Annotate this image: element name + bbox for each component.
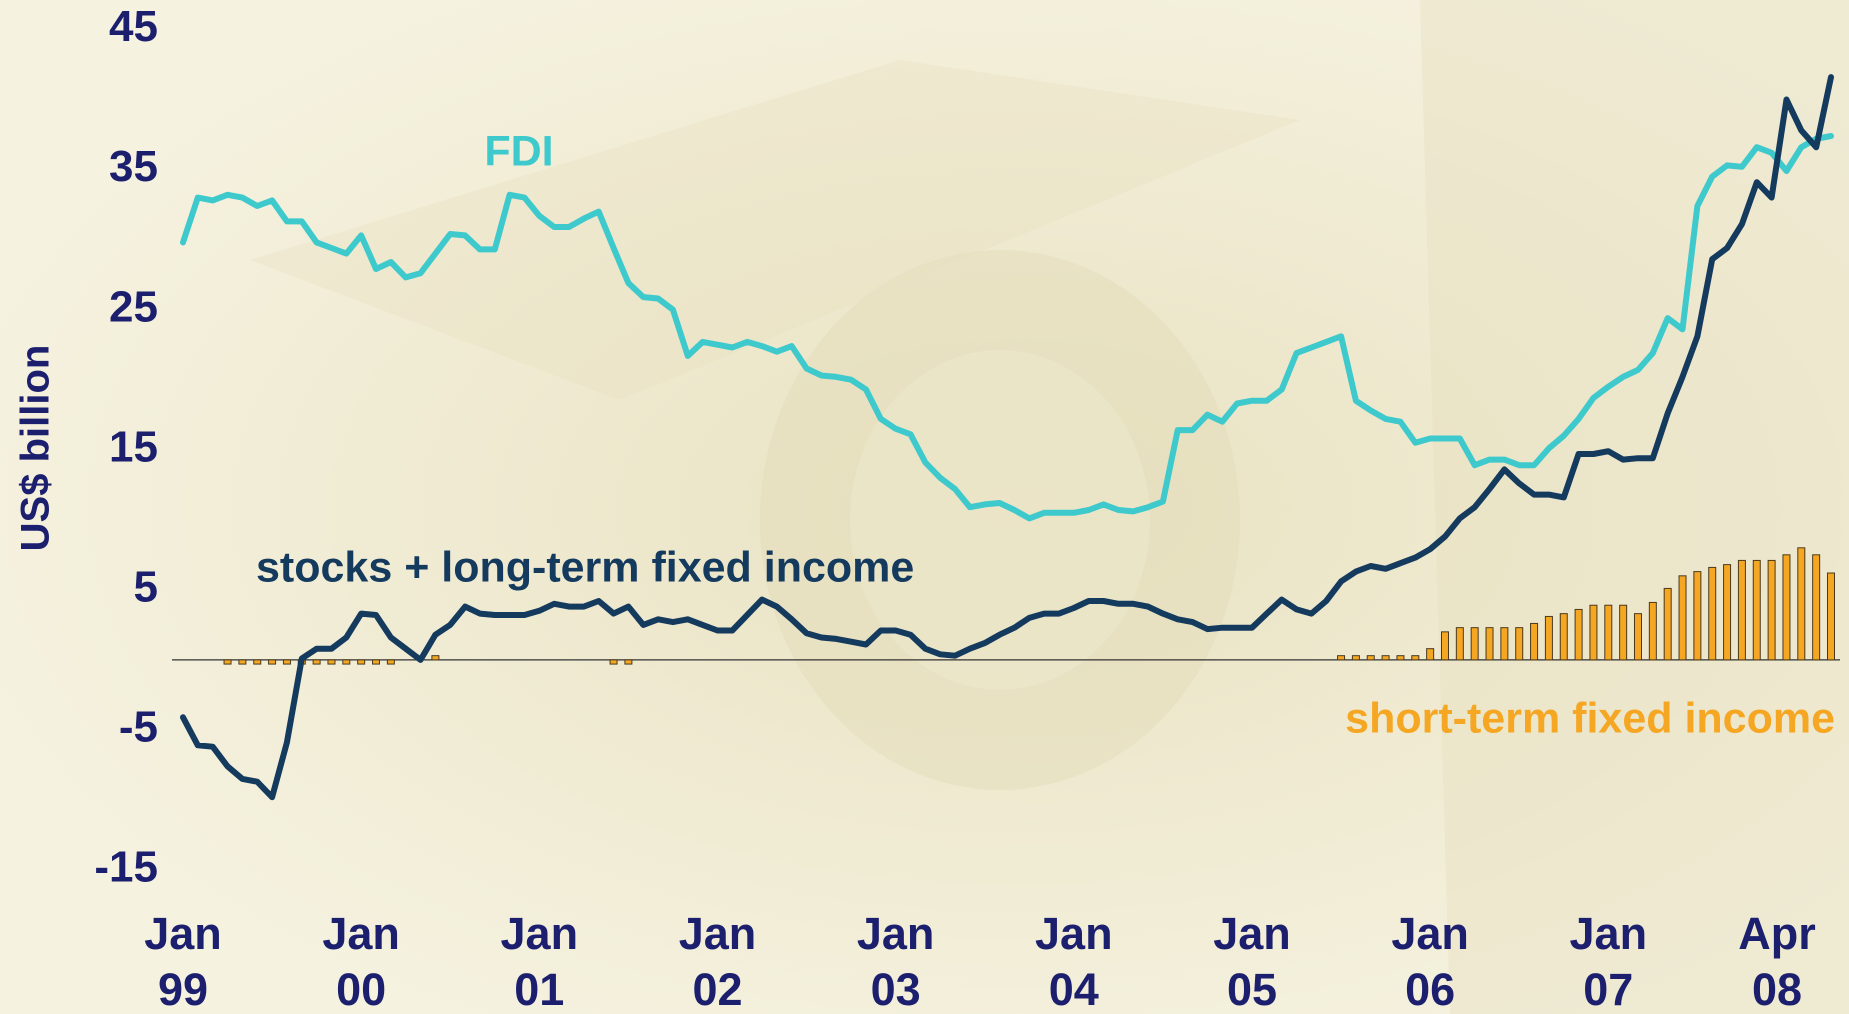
y-tick-label: -15 — [94, 843, 158, 892]
bar — [387, 660, 394, 664]
bar — [373, 660, 380, 664]
bar — [1813, 555, 1820, 660]
bar — [1501, 628, 1508, 660]
x-tick-label: Jan 01 — [469, 906, 609, 1014]
y-tick-label: 25 — [109, 282, 158, 331]
bar — [313, 660, 320, 664]
x-tick-label: Jan 02 — [647, 906, 787, 1014]
y-tick-label: -5 — [119, 703, 158, 752]
y-tick-label: 15 — [109, 422, 158, 471]
chart: US$ billion -15 -5 5 15 25 35 45 FDI stocks + lo… — [0, 0, 1849, 1014]
y-tick-label: 5 — [134, 562, 158, 611]
bar — [1709, 567, 1716, 659]
series-label: FDI — [484, 127, 553, 175]
bar — [1664, 588, 1671, 659]
bar — [1352, 656, 1359, 660]
bar — [1545, 616, 1552, 659]
bar — [1620, 605, 1627, 660]
bar — [1724, 565, 1731, 660]
y-tick-label: 45 — [109, 2, 158, 51]
bar — [239, 660, 246, 664]
bar — [224, 660, 231, 664]
bar — [254, 660, 261, 664]
series-label: short-term fixed income — [1345, 694, 1835, 742]
bar — [1828, 573, 1835, 660]
x-tick-label: Jan 03 — [826, 906, 966, 1014]
bar — [1441, 632, 1448, 660]
bar — [358, 660, 365, 664]
bar — [343, 660, 350, 664]
bar — [625, 660, 632, 664]
bar — [1768, 560, 1775, 659]
y-tick-label: 35 — [109, 142, 158, 191]
bar — [1694, 572, 1701, 660]
bar — [432, 656, 439, 660]
bar — [1798, 548, 1805, 660]
bar — [1783, 555, 1790, 660]
bar — [1753, 560, 1760, 659]
bar — [1634, 614, 1641, 660]
x-tick-label: Jan 00 — [291, 906, 431, 1014]
bar — [1412, 656, 1419, 660]
bar — [610, 660, 617, 664]
y-axis-label: US$ billion — [14, 345, 58, 552]
bar — [283, 660, 290, 664]
bar — [1338, 656, 1345, 660]
background-seal-inner — [850, 350, 1150, 690]
bar — [269, 660, 276, 664]
x-tick-label: Apr 08 — [1707, 906, 1847, 1014]
bar — [1382, 656, 1389, 660]
bar — [1560, 614, 1567, 660]
bar — [1486, 628, 1493, 660]
x-tick-label: Jan 99 — [113, 906, 253, 1014]
bar — [1738, 560, 1745, 659]
bar — [1456, 628, 1463, 660]
bar — [1590, 605, 1597, 660]
x-tick-label: Jan 04 — [1004, 906, 1144, 1014]
bar — [1516, 628, 1523, 660]
bar — [1649, 602, 1656, 659]
bar — [1397, 656, 1404, 660]
bar — [1605, 605, 1612, 660]
bar — [1367, 656, 1374, 660]
background-panel — [1420, 0, 1849, 1014]
bar — [1679, 576, 1686, 660]
page: US$ billion -15 -5 5 15 25 35 45 FDI stocks + lo… — [0, 0, 1849, 1014]
bar — [1531, 623, 1538, 659]
x-tick-label: Jan 07 — [1538, 906, 1678, 1014]
x-tick-label: Jan 05 — [1182, 906, 1322, 1014]
bar — [1427, 649, 1434, 660]
series-label: stocks + long-term fixed income — [256, 543, 914, 591]
x-tick-label: Jan 06 — [1360, 906, 1500, 1014]
bar — [1471, 628, 1478, 660]
bar — [1575, 609, 1582, 659]
bar — [328, 660, 335, 664]
